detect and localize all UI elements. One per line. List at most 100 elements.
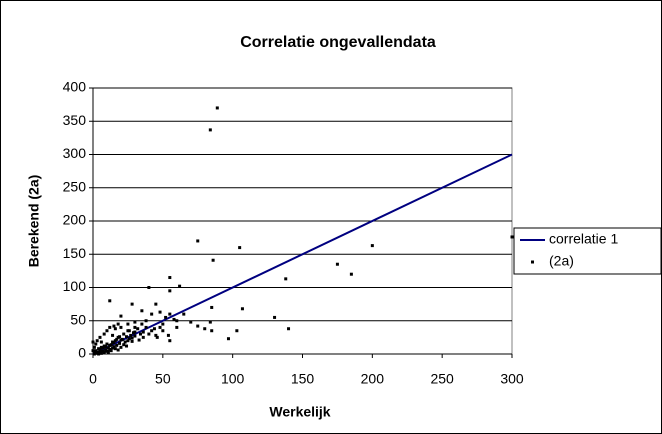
- point: [147, 332, 151, 336]
- x-tick-label: 250: [430, 371, 454, 387]
- point: [108, 325, 112, 329]
- point: [211, 258, 215, 262]
- point: [138, 332, 142, 336]
- point: [161, 329, 165, 333]
- point: [510, 235, 514, 239]
- point: [144, 325, 148, 329]
- point: [109, 349, 113, 353]
- x-tick-label: 200: [361, 371, 385, 387]
- x-tick-label: 300: [500, 371, 524, 387]
- point: [168, 289, 172, 293]
- point: [140, 309, 144, 313]
- point: [235, 329, 239, 333]
- line: [92, 153, 513, 355]
- point: [164, 315, 168, 319]
- point: [150, 312, 154, 316]
- point: [115, 337, 119, 341]
- point: [127, 337, 131, 341]
- y-tick-label: 100: [63, 278, 87, 294]
- point: [91, 349, 95, 353]
- point: [113, 347, 117, 351]
- point: [168, 339, 172, 343]
- point: [208, 128, 212, 132]
- point: [118, 341, 122, 345]
- point: [111, 333, 115, 337]
- point: [240, 307, 244, 311]
- point: [101, 346, 105, 350]
- point: [98, 335, 102, 339]
- point: [95, 339, 99, 343]
- point: [111, 346, 115, 350]
- point: [119, 338, 123, 342]
- point: [102, 332, 106, 336]
- point: [287, 327, 291, 331]
- point: [208, 320, 212, 324]
- y-axis-label: Berekend (2a): [26, 175, 42, 268]
- point: [119, 314, 123, 318]
- point: [154, 302, 158, 306]
- point: [141, 335, 145, 339]
- point: [105, 329, 109, 333]
- point: [155, 335, 159, 339]
- legend-swatch: [531, 260, 534, 264]
- point: [136, 327, 140, 331]
- point: [125, 335, 129, 339]
- point: [175, 319, 179, 323]
- point: [147, 286, 151, 289]
- point: [95, 350, 99, 354]
- point: [99, 340, 103, 344]
- point: [141, 330, 145, 334]
- point: [196, 324, 200, 328]
- point: [144, 319, 148, 323]
- point: [168, 312, 172, 316]
- point: [123, 340, 127, 344]
- x-axis-label: Werkelijk: [269, 404, 330, 420]
- chart-title: Correlatie ongevallendata: [240, 34, 436, 51]
- point: [130, 336, 134, 340]
- point: [370, 244, 374, 248]
- point: [137, 338, 141, 342]
- point: [119, 325, 123, 329]
- point: [102, 351, 106, 355]
- x-tick-label: 100: [221, 371, 245, 387]
- point: [273, 315, 277, 319]
- point: [203, 327, 207, 331]
- point: [226, 337, 230, 341]
- point: [158, 310, 162, 314]
- x-tick-label: 150: [291, 371, 315, 387]
- y-tick-label: 200: [63, 212, 87, 228]
- point: [349, 272, 353, 276]
- point: [154, 333, 158, 337]
- y-tick-label: 0: [78, 345, 86, 361]
- point: [108, 299, 112, 303]
- point: [129, 333, 133, 337]
- point: [116, 348, 120, 352]
- point: [140, 322, 144, 326]
- point: [189, 320, 193, 324]
- y-tick-label: 250: [63, 178, 87, 194]
- y-tick-label: 350: [63, 112, 87, 128]
- point: [168, 276, 172, 280]
- point: [116, 322, 120, 326]
- point: [98, 348, 102, 352]
- point: [126, 329, 130, 333]
- point: [210, 305, 214, 309]
- point: [335, 262, 339, 266]
- point: [166, 333, 170, 337]
- point: [119, 345, 123, 349]
- point: [113, 327, 117, 331]
- point: [238, 246, 242, 250]
- point: [182, 312, 186, 316]
- point: [175, 325, 179, 329]
- point: [150, 329, 154, 333]
- point: [112, 341, 116, 345]
- point: [108, 343, 112, 347]
- point: [130, 339, 134, 343]
- point: [122, 343, 126, 347]
- point: [172, 317, 176, 321]
- point: [130, 302, 134, 306]
- x-tick-label: 50: [155, 371, 171, 387]
- point: [106, 350, 110, 354]
- legend-label: correlatie 1: [549, 231, 618, 247]
